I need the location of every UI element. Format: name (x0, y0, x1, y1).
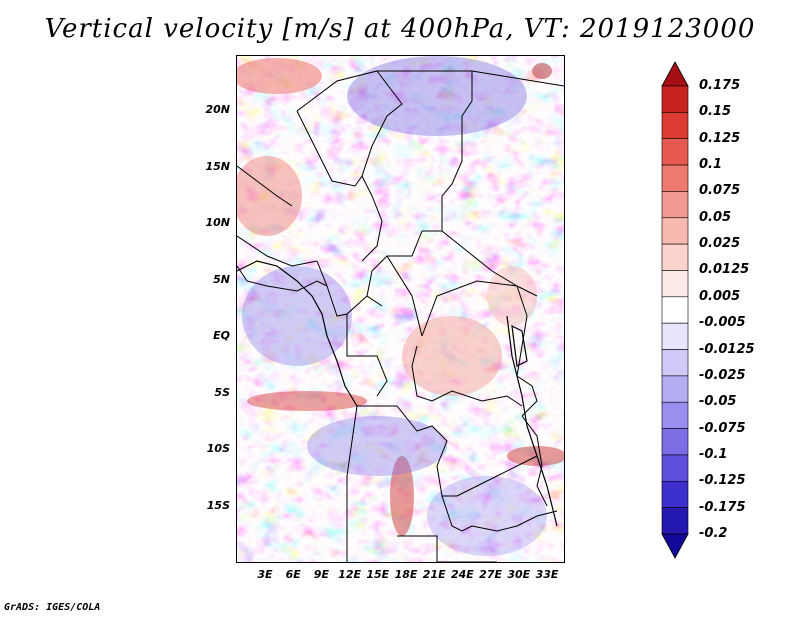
colorbar-tick-label: 0.0125 (699, 262, 750, 278)
colorbar-segment (661, 85, 689, 113)
country-borders (237, 70, 564, 562)
longitude-tick-label: 15E (366, 568, 390, 581)
colorbar-tick-label: -0.0125 (699, 341, 755, 357)
latitude-tick-label: 5S (214, 385, 230, 399)
longitude-tick-label: 3E (257, 568, 273, 581)
latitude-tick-label: EQ (213, 329, 230, 342)
colorbar-segment (661, 243, 689, 271)
colorbar-tick-label: 0.05 (699, 209, 732, 225)
colorbar-tick-label: -0.1 (699, 446, 728, 462)
colorbar-segment (661, 480, 689, 508)
latitude-tick-label: 15N (205, 159, 230, 173)
longitude-tick-label: 27E (479, 568, 502, 581)
colorbar-tick-label: 0.075 (699, 183, 741, 199)
colorbar-tick-label: -0.05 (699, 394, 737, 410)
colorbar-tick-label: -0.005 (699, 315, 746, 331)
colorbar-segment (661, 296, 689, 324)
longitude-tick-label: 33E (535, 568, 559, 581)
colorbar-tick-label: 0.15 (699, 104, 732, 120)
velocity-shading (237, 56, 564, 562)
colorbar-segment (661, 454, 689, 482)
colorbar-segment (661, 322, 689, 350)
colorbar-segment (661, 138, 689, 166)
map-plot-area (236, 55, 565, 563)
colorbar-segment (661, 428, 689, 456)
map-title: Vertical velocity [m/s] at 400hPa, VT: 2… (44, 14, 756, 44)
colorbar-tick-label: 0.125 (699, 130, 741, 146)
latitude-tick-label: 10N (205, 216, 230, 229)
grads-credit: GrADS: IGES/COLA (4, 602, 101, 613)
colorbar-max-triangle (661, 61, 689, 87)
longitude-tick-label: 21E (422, 568, 446, 581)
colorbar-segment (661, 507, 689, 535)
colorbar-segment (661, 401, 689, 429)
colorbar-min-triangle (661, 533, 689, 559)
colorbar-segment (661, 375, 689, 403)
ascent-regions (237, 58, 564, 536)
colorbar-segment (661, 164, 689, 192)
colorbar-segment (661, 112, 689, 140)
colorbar-segment (661, 270, 689, 298)
colorbar-tick-label: -0.175 (699, 499, 746, 515)
colorbar-segment (661, 349, 689, 377)
coastlines (237, 260, 558, 527)
latitude-tick-label: 15S (206, 498, 230, 512)
longitude-tick-label: 12E (338, 568, 361, 581)
longitude-tick-label: 9E (313, 568, 329, 581)
longitude-tick-label: 30E (507, 568, 531, 581)
colorbar-segment (661, 191, 689, 219)
colorbar-tick-label: 0.175 (699, 78, 741, 93)
velocity-field-map (237, 56, 564, 562)
colorbar-segment (661, 217, 689, 245)
colorbar-tick-label: 0.025 (699, 236, 741, 252)
longitude-tick-label: 24E (450, 568, 474, 581)
colorbar-tick-label: -0.075 (699, 420, 746, 436)
latitude-tick-label: 20N (205, 103, 230, 116)
colorbar-tick-label: -0.125 (699, 473, 746, 489)
colorbar-tick-label: 0.1 (699, 157, 723, 173)
colorbar (661, 61, 689, 559)
latitude-tick-label: 5N (213, 272, 230, 286)
latitude-tick-label: 10S (206, 442, 230, 455)
colorbar-tick-label: -0.025 (699, 367, 746, 383)
colorbar-tick-label: -0.2 (699, 526, 728, 541)
longitude-tick-label: 18E (394, 568, 418, 581)
longitude-tick-label: 6E (285, 568, 301, 581)
colorbar-tick-label: 0.005 (699, 288, 741, 304)
